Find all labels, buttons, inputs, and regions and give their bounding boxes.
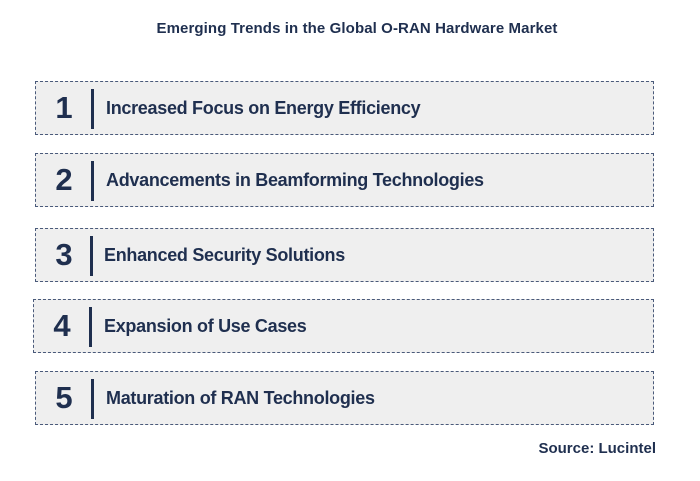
trend-label: Expansion of Use Cases <box>104 315 307 336</box>
trend-number: 4 <box>53 308 71 343</box>
trend-number: 5 <box>55 380 73 415</box>
trend-number: 3 <box>55 237 73 272</box>
trend-divider <box>91 379 94 419</box>
trend-divider <box>89 307 92 347</box>
trend-item-3: 3 Enhanced Security Solutions <box>35 228 654 282</box>
source-note: Source: Lucintel <box>538 440 656 457</box>
trend-item-5: 5 Maturation of RAN Technologies <box>35 371 654 425</box>
trend-label: Enhanced Security Solutions <box>104 244 345 265</box>
trend-divider <box>91 161 94 201</box>
diagram-title: Emerging Trends in the Global O-RAN Hard… <box>156 20 558 37</box>
trend-label: Increased Focus on Energy Efficiency <box>106 97 421 118</box>
trend-divider <box>91 89 94 129</box>
trend-item-2: 2 Advancements in Beamforming Technologi… <box>35 153 654 207</box>
trend-label: Advancements in Beamforming Technologies <box>106 169 484 190</box>
trend-divider <box>90 236 93 276</box>
trend-item-1: 1 Increased Focus on Energy Efficiency <box>35 81 654 135</box>
trend-label: Maturation of RAN Technologies <box>106 387 375 408</box>
trend-number: 1 <box>55 90 73 125</box>
trend-item-4: 4 Expansion of Use Cases <box>33 299 654 353</box>
trend-number: 2 <box>55 162 73 197</box>
